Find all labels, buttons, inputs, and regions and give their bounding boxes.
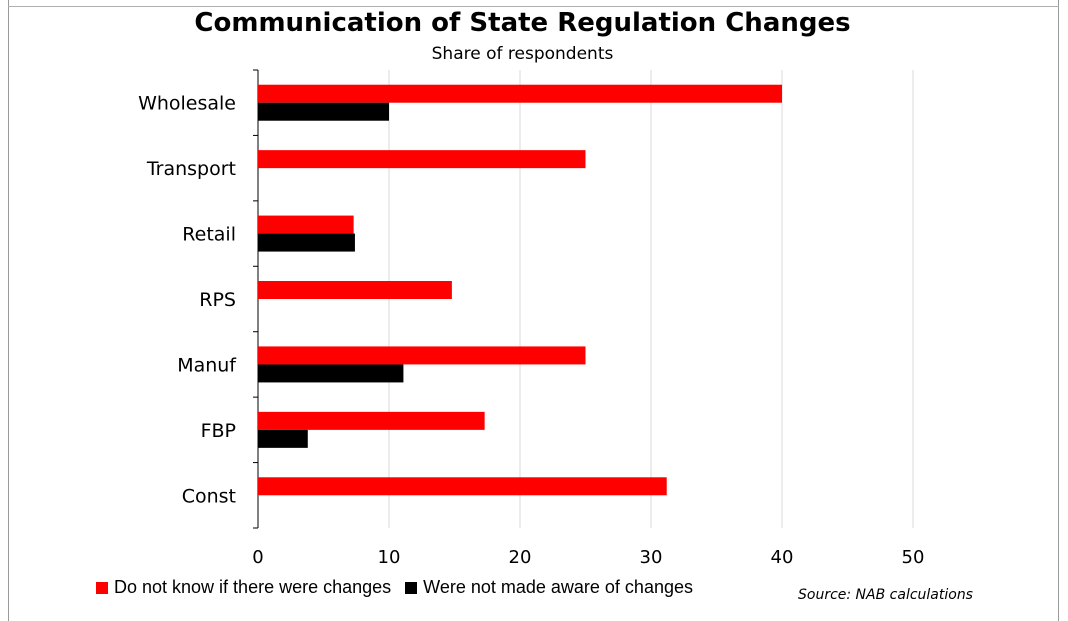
legend-swatch-black — [405, 581, 418, 594]
bar-black-manuf — [258, 364, 404, 383]
bar-red-retail — [258, 215, 354, 234]
category-label-fbp: FBP — [201, 420, 236, 442]
legend-item-series-2: Were not made aware of changes — [405, 577, 693, 598]
x-tick-label-20: 20 — [509, 547, 532, 568]
bar-black-retail — [258, 233, 355, 252]
category-label-transport: Transport — [146, 158, 236, 180]
bar-red-rps — [258, 281, 452, 299]
chart-title: Communication of State Regulation Change… — [194, 8, 851, 38]
x-tick-label-0: 0 — [252, 547, 263, 568]
legend-item-series-1: Do not know if there were changes — [96, 577, 391, 598]
x-tick-label-50: 50 — [902, 547, 925, 568]
bar-red-const — [258, 477, 667, 496]
source-note: Source: NAB calculations — [798, 587, 973, 603]
category-label-manuf: Manuf — [177, 354, 237, 376]
bar-red-transport — [258, 150, 586, 169]
chart-frame — [8, 0, 1059, 621]
x-tick-label-30: 30 — [640, 547, 663, 568]
legend: Do not know if there were changes Were n… — [96, 577, 707, 598]
legend-label-series-2: Were not made aware of changes — [423, 577, 693, 597]
category-label-wholesale: Wholesale — [138, 93, 236, 115]
bar-red-wholesale — [258, 84, 782, 103]
bar-red-fbp — [258, 411, 485, 430]
x-tick-label-10: 10 — [378, 547, 401, 568]
legend-label-series-1: Do not know if there were changes — [114, 577, 392, 597]
legend-swatch-red — [96, 581, 108, 594]
chart-subtitle: Share of respondents — [431, 44, 614, 64]
category-label-retail: Retail — [182, 224, 236, 246]
top-border — [8, 6, 1059, 7]
bar-red-manuf — [258, 346, 586, 365]
category-label-const: Const — [182, 485, 236, 507]
bar-black-fbp — [258, 429, 308, 448]
category-label-rps: RPS — [199, 289, 236, 311]
x-tick-label-40: 40 — [771, 547, 794, 568]
bar-black-wholesale — [258, 102, 389, 121]
